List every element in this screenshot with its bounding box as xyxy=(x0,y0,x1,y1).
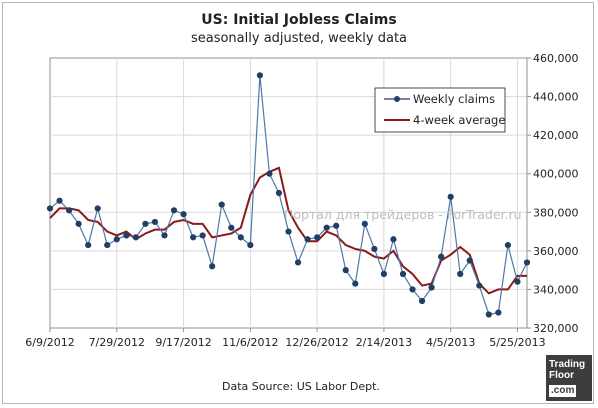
data-point-weekly-claims xyxy=(342,267,349,274)
data-point-weekly-claims xyxy=(256,72,263,79)
data-point-weekly-claims xyxy=(228,224,235,231)
plot-area xyxy=(49,57,528,329)
data-point-weekly-claims xyxy=(275,189,283,197)
data-point-weekly-claims xyxy=(371,245,378,253)
data-point-weekly-claims xyxy=(485,311,492,318)
chart-frame xyxy=(2,2,594,404)
data-point-weekly-claims xyxy=(399,270,407,278)
data-point-weekly-claims xyxy=(314,234,321,241)
series-layer xyxy=(46,72,531,318)
x-axis: 6/9/2012 7/29/2012 9/17/2012 11/6/2012 12/26… xyxy=(25,328,546,349)
y-tick-label: 320,000 xyxy=(533,322,579,335)
data-point-weekly-claims xyxy=(113,236,120,243)
data-point-weekly-claims xyxy=(428,284,435,291)
x-tick-label: 2/14/2013 xyxy=(356,336,412,349)
data-point-weekly-claims xyxy=(199,232,206,239)
legend: Weekly claims 4-week average xyxy=(374,87,506,133)
data-point-weekly-claims xyxy=(409,286,416,293)
x-tick-label: 11/6/2012 xyxy=(222,336,278,349)
logo-line-3: .com xyxy=(549,385,577,397)
data-point-weekly-claims xyxy=(142,220,149,227)
data-point-weekly-claims xyxy=(104,241,111,249)
legend-label-average: 4-week average xyxy=(413,113,505,127)
data-point-weekly-claims xyxy=(170,207,178,214)
data-point-weekly-claims xyxy=(65,207,73,214)
y-tick-label: 440,000 xyxy=(533,91,579,104)
data-point-weekly-claims xyxy=(266,170,273,177)
data-point-weekly-claims xyxy=(361,220,368,227)
chart-title: US: Initial Jobless Claims xyxy=(201,12,397,28)
data-point-weekly-claims xyxy=(161,232,168,239)
x-tick-label: 7/29/2012 xyxy=(89,336,145,349)
data-point-weekly-claims xyxy=(457,270,464,278)
data-point-weekly-claims xyxy=(218,201,225,208)
data-point-weekly-claims xyxy=(466,257,473,264)
legend-box xyxy=(374,87,506,133)
data-point-weekly-claims xyxy=(209,263,216,270)
legend-label-weekly: Weekly claims xyxy=(413,92,495,106)
y-tick-label: 380,000 xyxy=(533,206,579,219)
watermark-text: Портал для трейдеров - ForTrader.ru xyxy=(284,207,522,222)
data-point-weekly-claims xyxy=(132,234,139,241)
data-point-weekly-claims xyxy=(323,224,330,231)
data-point-weekly-claims xyxy=(304,236,311,243)
data-point-weekly-claims xyxy=(523,259,531,266)
logo-line-1: Trading xyxy=(549,359,586,370)
data-point-weekly-claims xyxy=(75,220,82,227)
y-tick-label: 360,000 xyxy=(533,245,579,258)
data-source: Data Source: US Labor Dept. xyxy=(222,380,380,393)
y-axis: 320,000 340,000 360,000 380,000 400,000 420,0… xyxy=(527,52,579,335)
legend-marker-weekly xyxy=(394,96,400,102)
data-point-weekly-claims xyxy=(476,282,483,289)
data-point-weekly-claims xyxy=(418,297,426,305)
data-point-weekly-claims xyxy=(390,236,397,243)
data-point-weekly-claims xyxy=(438,253,445,260)
data-point-weekly-claims xyxy=(294,259,302,266)
x-tick-label: 12/26/2012 xyxy=(285,336,348,349)
x-tick-label: 6/9/2012 xyxy=(25,336,74,349)
data-point-weekly-claims xyxy=(151,218,159,226)
tradingfloor-logo: Trading Floor .com xyxy=(546,355,592,401)
y-tick-label: 420,000 xyxy=(533,129,579,142)
data-point-weekly-claims xyxy=(56,197,63,204)
y-tick-label: 400,000 xyxy=(533,168,579,181)
x-tick-label: 5/25/2013 xyxy=(489,336,545,349)
x-tick-label: 4/5/2013 xyxy=(426,336,475,349)
data-point-weekly-claims xyxy=(495,309,502,316)
data-point-weekly-claims xyxy=(333,222,340,229)
x-tick-label: 9/17/2012 xyxy=(155,336,211,349)
chart-subtitle: seasonally adjusted, weekly data xyxy=(190,31,408,46)
data-point-weekly-claims xyxy=(447,193,454,200)
data-point-weekly-claims xyxy=(285,228,292,235)
series-line-4-week-average xyxy=(49,166,527,295)
data-point-weekly-claims xyxy=(85,241,92,249)
data-point-weekly-claims xyxy=(180,211,187,218)
y-tick-label: 460,000 xyxy=(533,52,579,65)
data-point-weekly-claims xyxy=(380,270,387,278)
data-point-weekly-claims xyxy=(190,234,197,241)
data-point-weekly-claims xyxy=(94,205,101,212)
data-point-weekly-claims xyxy=(352,280,359,287)
logo-line-2: Floor xyxy=(549,370,574,381)
data-point-weekly-claims xyxy=(46,205,54,212)
y-tick-label: 340,000 xyxy=(533,283,579,296)
data-point-weekly-claims xyxy=(123,232,130,239)
data-point-weekly-claims xyxy=(237,234,244,241)
data-point-weekly-claims xyxy=(247,241,254,249)
data-point-weekly-claims xyxy=(514,278,521,285)
data-point-weekly-claims xyxy=(504,241,512,249)
